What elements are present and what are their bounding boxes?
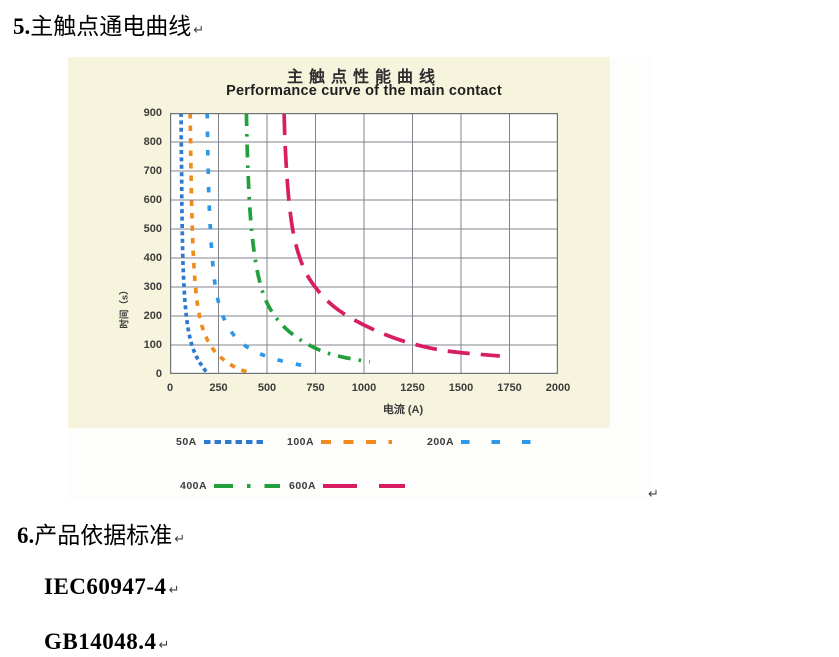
standard-iec: IEC60947-4 ↵ — [44, 574, 180, 600]
legend-label-600a: 600A — [289, 480, 317, 492]
legend-item-50a: 50A — [176, 436, 266, 448]
legend-item-100a: 100A — [287, 436, 393, 448]
standard-iec-text: IEC60947-4 — [44, 574, 167, 599]
heading-5: 5.主触点通电曲线 ↵ — [13, 7, 204, 41]
y-tick-200: 200 — [143, 310, 162, 322]
y-tick-600: 600 — [143, 194, 162, 206]
y-axis-title: 时间（s） — [119, 285, 131, 329]
legend-label-400a: 400A — [180, 480, 208, 492]
legend-item-200a: 200A — [427, 436, 533, 448]
standard-gb-text: GB14048.4 — [44, 629, 157, 654]
legend-swatch-200a — [461, 440, 533, 444]
y-tick-100: 100 — [143, 339, 162, 351]
paragraph-mark: ↵ — [193, 23, 205, 38]
legend-label-200a: 200A — [427, 436, 455, 448]
x-tick-1250: 1250 — [400, 382, 425, 394]
curve-200a — [205, 113, 303, 368]
x-tick-0: 0 — [166, 382, 174, 394]
y-tick-400: 400 — [143, 252, 162, 264]
chart-figure: 主触点性能曲线 Performance curve of the main co… — [68, 57, 652, 500]
y-tick-800: 800 — [143, 136, 162, 148]
y-tick-700: 700 — [143, 165, 162, 177]
x-tick-1000: 1000 — [351, 382, 377, 394]
legend-swatch-600a — [323, 484, 406, 488]
x-tick-1500: 1500 — [448, 382, 474, 394]
legend-label-100a: 100A — [287, 436, 315, 448]
paragraph-mark: ↵ — [648, 486, 659, 501]
heading-6: 6.产品依据标准 ↵ — [17, 516, 185, 550]
heading-5-number: 5. — [13, 14, 31, 39]
y-tick-500: 500 — [143, 223, 162, 235]
chart-title-english: Performance curve of the main contact — [226, 83, 502, 99]
performance-curve-plot — [170, 113, 558, 374]
heading-6-number: 6. — [17, 523, 35, 548]
legend-item-400a: 400A — [180, 480, 281, 492]
legend-swatch-100a — [321, 440, 393, 444]
x-tick-250: 250 — [209, 382, 228, 394]
legend-swatch-400a — [214, 484, 281, 488]
heading-5-text: 主触点通电曲线 — [30, 14, 192, 39]
x-tick-750: 750 — [306, 382, 325, 394]
heading-6-text: 产品依据标准 — [34, 523, 173, 548]
paragraph-mark: ↵ — [168, 583, 180, 598]
curve-600a — [282, 113, 500, 358]
paragraph-mark: ↵ — [174, 532, 186, 547]
x-tick-1750: 1750 — [497, 382, 522, 394]
y-tick-900: 900 — [143, 107, 162, 119]
legend-label-50a: 50A — [176, 436, 197, 448]
legend-swatch-50a — [203, 440, 265, 444]
y-tick-300: 300 — [143, 281, 162, 293]
x-axis-title: 电流 (A) — [382, 404, 424, 416]
paragraph-mark: ↵ — [158, 638, 170, 653]
standard-gb: GB14048.4 ↵ — [44, 629, 170, 655]
x-tick-500: 500 — [257, 382, 277, 394]
y-tick-0: 0 — [155, 368, 162, 380]
x-tick-2000: 2000 — [545, 382, 571, 394]
curve-100a — [188, 113, 250, 374]
chart-title-chinese: 主触点性能曲线 — [286, 69, 441, 86]
legend-item-600a: 600A — [289, 480, 406, 492]
curve-50a — [179, 113, 210, 374]
